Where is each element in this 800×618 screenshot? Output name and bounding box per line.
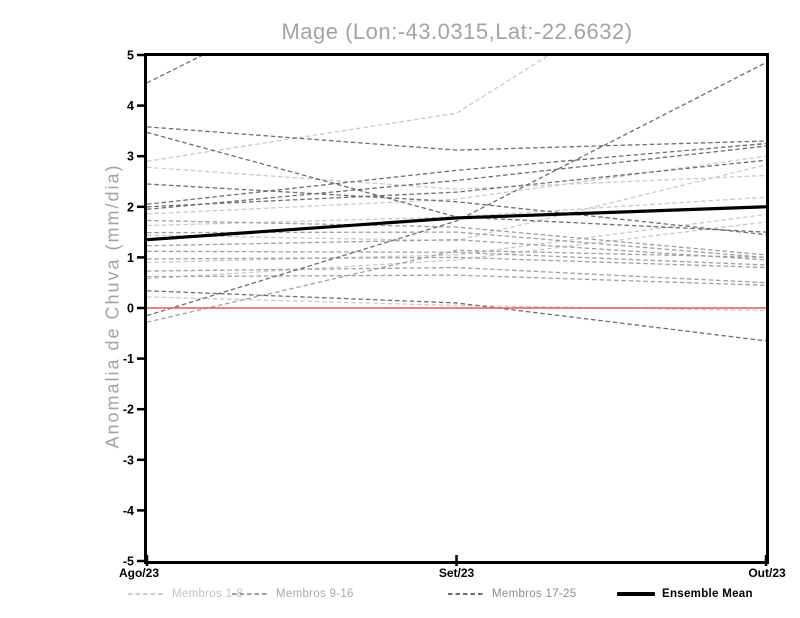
member-line [147,183,766,236]
legend-item-ensemble-mean: Ensemble Mean [617,588,753,600]
dashed-line-swatch [128,593,165,595]
member-line [147,164,766,242]
ensemble-mean-line [147,205,766,242]
member-line [147,239,766,261]
x-tick-label: Set/23 [439,566,475,580]
legend-label: Membros 1-8 [172,588,244,600]
legend-item-membros-1-8: Membros 1-8 [128,588,243,600]
y-tick-label: 1 [127,251,134,265]
legend-item-membros-17-25: Membros 17-25 [448,588,576,600]
x-tick-label: Out/23 [748,566,786,580]
y-tick-label: -4 [123,504,134,518]
y-tick-label: -5 [123,555,134,569]
member-line [147,54,552,162]
y-tick-label: 2 [127,200,134,214]
legend-label: Ensemble Mean [662,588,753,600]
member-line [147,155,766,215]
y-tick-label: 5 [127,49,134,63]
member-line [147,296,766,312]
y-tick-label: -2 [123,403,134,417]
member-line [147,166,766,190]
dashed-line-swatch [448,593,485,595]
member-line [147,249,766,323]
y-tick-label: 3 [127,150,134,164]
member-line [147,221,766,280]
member-line [147,290,766,342]
member-line [147,145,766,210]
dashed-line-swatch [232,593,269,595]
member-line [147,213,766,264]
solid-line-swatch [617,592,655,596]
member-line [147,126,766,151]
y-tick-label: 0 [127,302,134,316]
member-line [147,159,766,208]
legend-label: Membros 17-25 [492,588,577,600]
x-tick-label: Ago/23 [119,566,159,580]
member-line [147,250,766,266]
member-line [147,54,207,84]
y-tick-label: -1 [123,352,134,366]
chart-title: Mage (Lon:-43.0315,Lat:-22.6632) [281,19,633,44]
member-line [147,142,766,205]
member-line [147,219,766,256]
legend: Membros 1-8 Membros 9-16 Membros 17-25 E… [0,588,800,612]
y-tick-label: -3 [123,453,134,467]
series-lines [147,54,766,342]
member-line [147,266,766,284]
member-line [147,256,766,269]
member-line [147,131,766,233]
member-line [147,62,766,317]
legend-item-membros-9-16: Membros 9-16 [232,588,354,600]
y-tick-label: 4 [127,99,134,113]
member-line [147,274,766,286]
legend-label: Membros 9-16 [276,588,354,600]
